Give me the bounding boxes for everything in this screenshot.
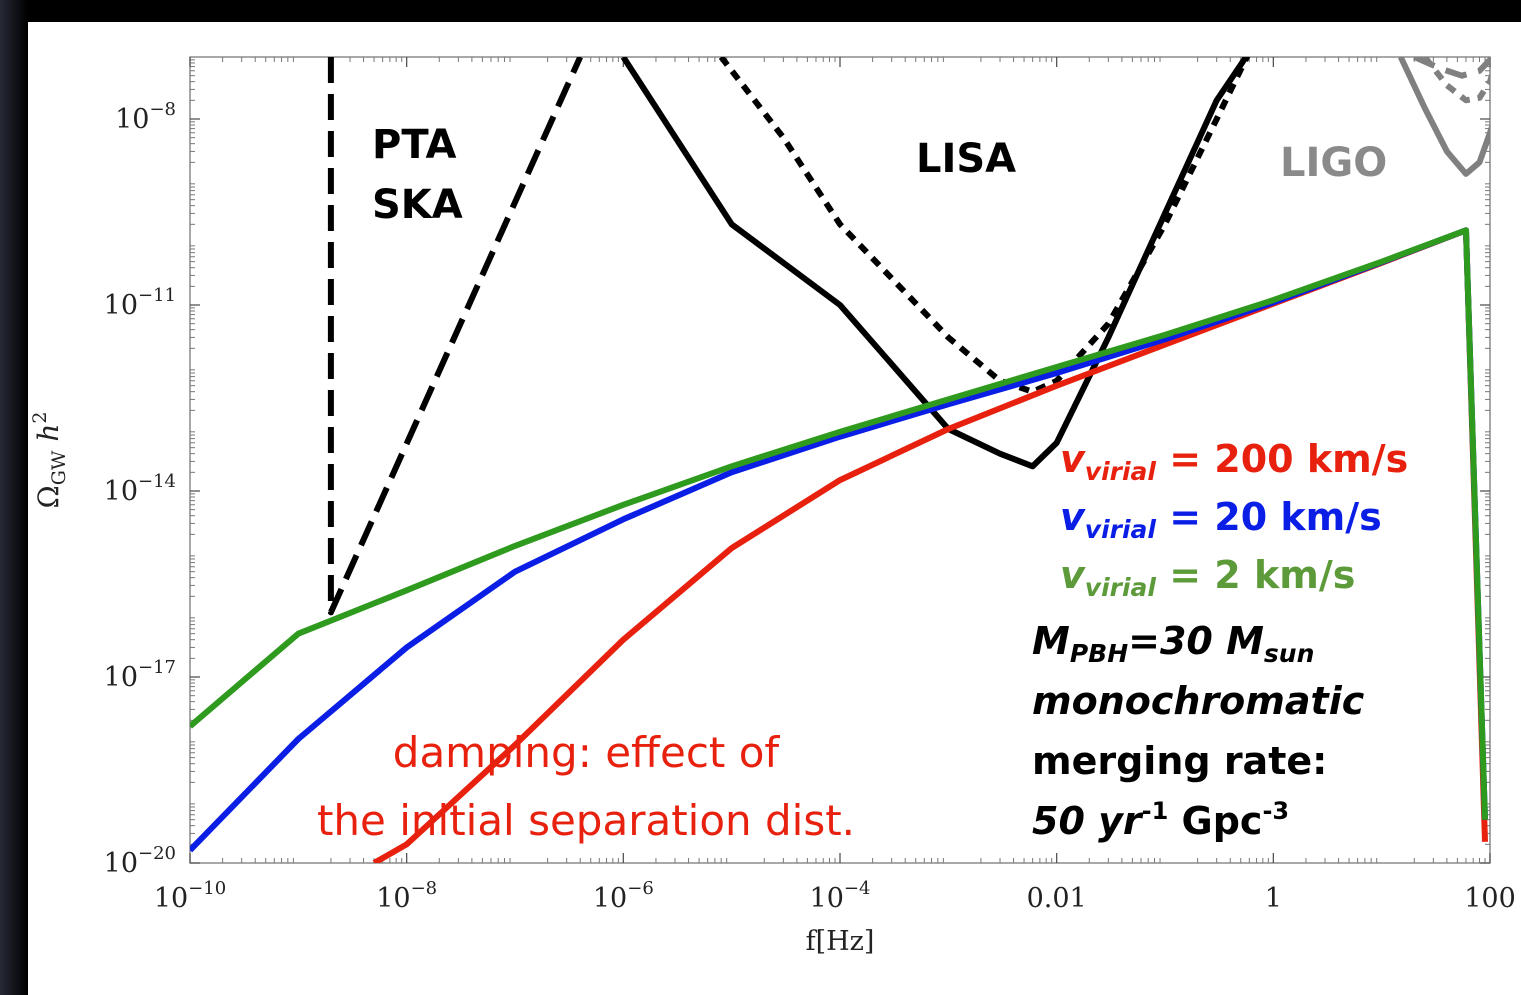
lisa-sensitivity-curve-dotted: [718, 57, 1251, 395]
lisa-sensitivity-curve-solid: [620, 57, 1250, 470]
pta-label: PTA: [372, 122, 456, 168]
figure-panel: [28, 22, 1521, 995]
series-line-2kms: [190, 227, 1488, 820]
x-tick-label: 1: [1265, 883, 1282, 914]
minor-ticks: [190, 57, 1490, 863]
ligo-label: LIGO: [1280, 140, 1387, 186]
tick-labels: 10−10 10−8 10−6 10−4 0.01 1 100 10−8 10−11 10−14 1…: [104, 99, 1516, 914]
x-tick-label: 10−8: [376, 878, 437, 914]
major-ticks: [189, 57, 1491, 864]
pbh-mass-label: MPBH=30 Msun: [1032, 619, 1314, 668]
curves-group: [190, 57, 1490, 863]
y-axis-label: ΩGW h2: [29, 412, 70, 509]
x-tick-label: 0.01: [1027, 883, 1087, 914]
x-tick-label: 10−6: [593, 878, 654, 914]
pta-sensitivity-curve-long-dash: [327, 57, 583, 616]
ska-label: SKA: [372, 182, 463, 228]
damping-annotation-line2: the initial separation dist.: [317, 796, 855, 845]
y-tick-label: 10−20: [104, 843, 176, 879]
ligo-sensitivity-curve-solid: [1397, 57, 1490, 177]
y-tick-label: 10−8: [115, 99, 176, 135]
legend-item-20: vvirial = 20 km/s: [1060, 495, 1382, 544]
x-tick-label: 10−10: [154, 878, 226, 914]
slide-edge-shade: [0, 0, 28, 995]
merging-rate-value: 50 yr-1 Gpc-3: [1032, 797, 1289, 843]
damping-annotation-line1: damping: effect of: [393, 728, 781, 777]
distribution-label: monochromatic: [1032, 679, 1365, 723]
legend: vvirial = 200 km/s vvirial = 20 km/s vvi…: [1032, 437, 1408, 843]
y-tick-label: 10−11: [104, 285, 176, 321]
y-tick-label: 10−14: [104, 471, 176, 507]
merging-rate-label: merging rate:: [1032, 739, 1327, 783]
x-tick-label: 100: [1464, 883, 1516, 914]
x-tick-label: 10−4: [810, 878, 871, 914]
legend-item-2: vvirial = 2 km/s: [1060, 553, 1355, 602]
lisa-label: LISA: [916, 136, 1016, 182]
x-axis-label: f[Hz]: [806, 926, 875, 957]
y-tick-label: 10−17: [104, 657, 176, 693]
legend-item-200: vvirial = 200 km/s: [1060, 437, 1408, 486]
